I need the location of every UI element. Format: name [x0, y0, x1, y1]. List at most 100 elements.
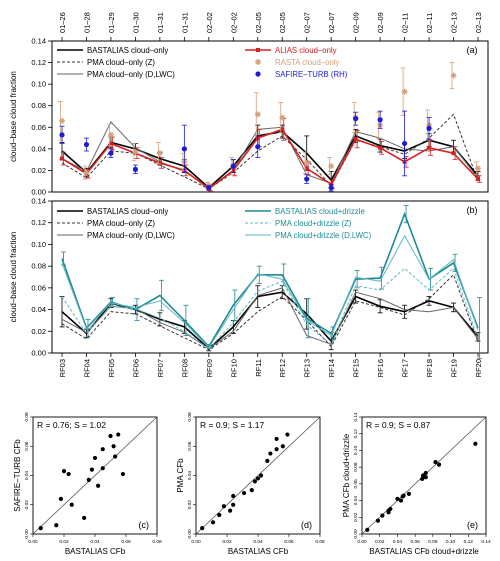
series-line — [61, 128, 479, 190]
data-point — [108, 141, 113, 146]
plot-frame — [51, 200, 489, 354]
legend-label: PMA cloud–only (D,LWC) — [87, 70, 175, 79]
y-tick-label: 0.00 — [31, 188, 46, 197]
x-tick-label: RF08 — [180, 359, 189, 377]
scatter-point — [375, 518, 381, 523]
legend-label: SAFIRE–TURB (RH) — [275, 70, 348, 79]
x-tick-label: RF16 — [376, 359, 385, 377]
y-tick-label: 0.06 — [31, 123, 46, 132]
scatter-point — [92, 455, 98, 461]
x-tick-label: 0.12 — [464, 539, 474, 545]
data-point — [108, 150, 114, 156]
x-tick-label: 0.04 — [393, 539, 403, 545]
panel-a-timeseries: 0.00 0.02 0.04 0.06 0.08 0.10 0.12 0.14 cloud–ba… — [9, 12, 489, 197]
panel-label: (d) — [301, 520, 312, 530]
y-tick-label: 0.04 — [187, 471, 193, 481]
scatter-point — [38, 526, 43, 531]
x-tick-label: 02–09 — [352, 12, 361, 33]
y-tick-label: 0.14 — [31, 197, 46, 206]
data-point — [83, 169, 90, 176]
y-tick-label: 0.14 — [353, 412, 359, 422]
x-tick-label: 0.14 — [481, 539, 491, 545]
scatter-point — [259, 473, 264, 478]
x-tick-label: 02–07 — [327, 12, 336, 33]
y-axis-label: PMA CFb — [176, 458, 185, 493]
data-point — [83, 141, 90, 148]
x-tick-label: 0.04 — [253, 539, 263, 545]
data-point — [304, 176, 310, 182]
data-point-stroke — [83, 170, 90, 176]
y-tick-label: 0.12 — [353, 429, 359, 439]
y-tick-label: 0.00 — [24, 529, 30, 539]
y-tick-label: 0.02 — [353, 512, 359, 522]
data-point — [206, 185, 212, 191]
legend-label: RASTA cloud–only — [275, 58, 340, 67]
x-tick-label: 02–11 — [401, 13, 410, 33]
scatter-point — [113, 454, 118, 459]
scatter-point — [111, 444, 116, 449]
data-point — [255, 144, 261, 150]
data-point — [280, 127, 285, 132]
x-tick-label: RF17 — [401, 359, 410, 377]
y-tick-label: 0.12 — [31, 58, 46, 67]
data-point — [451, 151, 456, 156]
data-point — [450, 72, 457, 79]
data-point — [181, 146, 187, 152]
data-point — [230, 163, 236, 169]
scatter-point — [395, 496, 400, 501]
one-to-one-line — [195, 416, 321, 535]
y-tick-label: 0.04 — [31, 305, 46, 314]
scatter-point — [58, 496, 64, 501]
scatter-point — [217, 512, 222, 518]
x-tick-label: 01–31 — [180, 12, 189, 33]
y-tick-label: 0.08 — [187, 412, 193, 422]
panel-label: (c) — [139, 520, 150, 530]
y-tick-label: 0.06 — [24, 441, 30, 451]
y-tick-label: 0.12 — [31, 218, 46, 227]
data-point — [157, 160, 162, 165]
legend: BASTALIAS cloud–only PMA cloud–only (Z) PM… — [57, 46, 348, 79]
panel-label: (a) — [467, 45, 478, 55]
scatter-point — [54, 523, 59, 528]
x-tick-label: 02–05 — [278, 12, 287, 33]
x-tick-label: 02–07 — [303, 12, 312, 33]
plot-frame — [361, 416, 487, 535]
x-tick-label: RF05 — [107, 359, 116, 377]
scatter-point — [61, 469, 67, 474]
series-line — [61, 267, 479, 350]
x-tick-label: RF18 — [425, 359, 434, 377]
data-point — [303, 159, 310, 166]
scatter-point — [285, 432, 290, 437]
scatter-point — [365, 527, 370, 532]
series-5 — [61, 234, 479, 349]
data-point — [353, 116, 359, 122]
data-point — [156, 150, 163, 157]
legend-label: BASTALIAS cloud–only — [87, 207, 168, 216]
scatter-point — [89, 467, 94, 472]
y-tick-label: 0.04 — [24, 471, 30, 481]
x-tick-label: 01–29 — [107, 12, 116, 33]
data-point-stroke — [157, 150, 163, 156]
x-tick-label: 0.08 — [152, 539, 162, 545]
scatter-point — [406, 491, 412, 496]
legend-swatch-marker-stroke — [255, 59, 261, 65]
x-tick-label: 0.00 — [357, 539, 367, 545]
x-tick-label: 0.10 — [446, 539, 456, 545]
data-point-stroke — [108, 132, 114, 138]
scatter-point — [69, 502, 74, 507]
x-tick-label: RF03 — [58, 359, 67, 377]
x-tick-label: 02–11 — [425, 13, 434, 33]
scatter-point — [252, 479, 257, 484]
scatter-point — [280, 444, 285, 449]
scatter-point — [473, 441, 478, 446]
y-tick-label: 0.04 — [353, 496, 359, 506]
series-0 — [59, 285, 481, 352]
y-tick-label: 0.08 — [24, 412, 30, 422]
scatter-point — [221, 504, 226, 509]
stats-annotation: R = 0.9; S = 1.17 — [200, 420, 265, 430]
x-tick-label: RF11 — [254, 359, 263, 377]
panel-e-scatter: 0.000.00 0.02 0.02 0.04 0.04 0.06 0.06 0.08 0.08… — [342, 412, 491, 556]
scatter-point — [265, 458, 270, 463]
legend-swatch-marker — [255, 59, 261, 65]
data-point — [107, 131, 114, 138]
